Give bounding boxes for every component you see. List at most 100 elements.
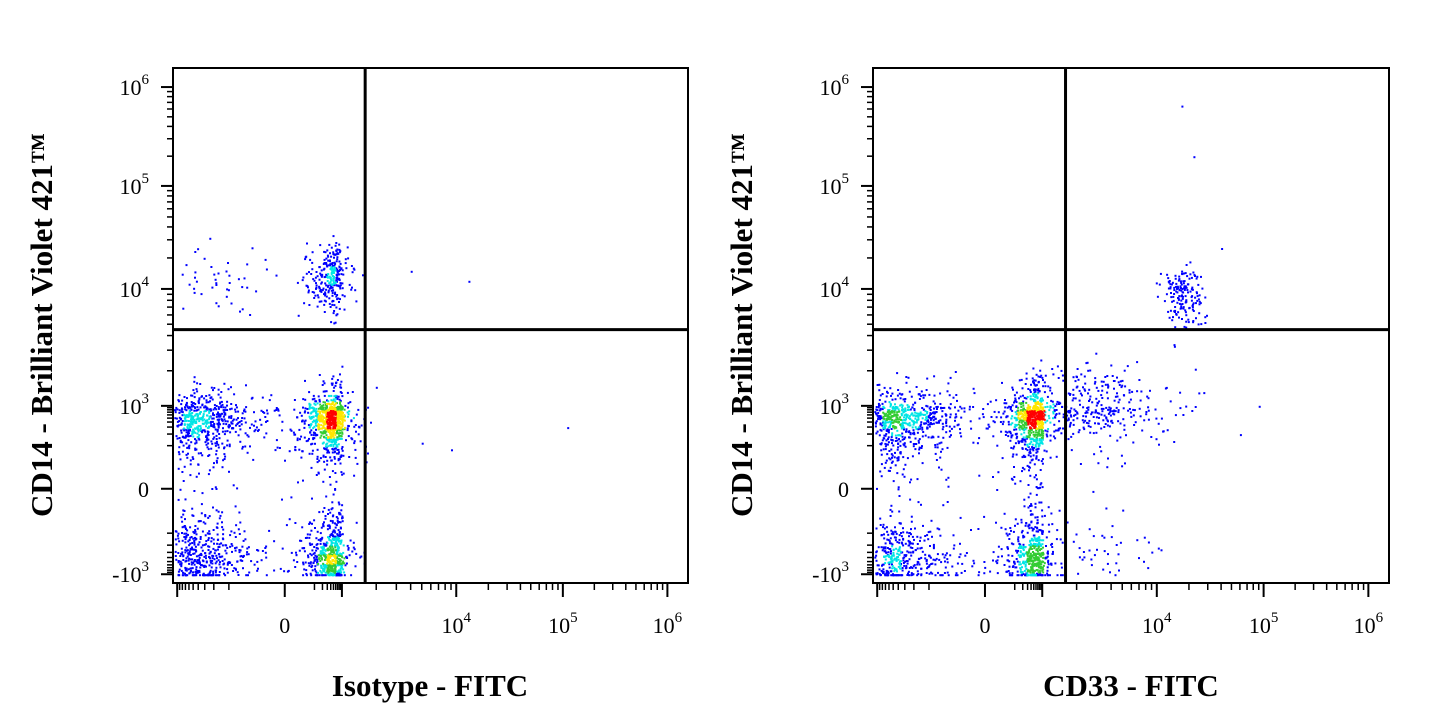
event-dot [1038,552,1041,555]
event-dot [1083,556,1086,559]
event-dot [1061,541,1064,544]
event-dot [875,406,878,408]
event-dot [963,407,966,410]
event-dot [898,510,901,513]
event-dot [889,508,892,511]
event-dot [1180,281,1183,284]
event-dot [287,569,290,572]
event-dot [328,421,331,424]
event-dot [203,555,206,558]
event-dot [325,555,328,558]
event-dot [1077,378,1080,381]
x-tick-label: 106 [653,610,683,638]
event-dot [232,484,235,487]
event-dot [268,399,271,402]
event-dot [335,382,337,385]
event-dot [335,574,338,577]
event-dot [1022,562,1025,564]
event-dot [901,404,904,407]
event-dot [1031,574,1034,577]
event-dot [924,434,927,437]
event-dot [308,521,311,524]
event-dot [265,556,268,559]
event-dot [1007,423,1010,426]
event-dot [334,428,337,431]
event-dot [1019,480,1022,483]
event-dot [1189,261,1192,264]
event-dot [307,554,309,557]
event-dot [325,284,328,287]
event-dot [274,449,277,452]
event-dot [941,422,944,425]
event-dot [891,574,894,577]
event-dot [339,401,342,404]
event-dot [1030,383,1032,386]
event-dot [1088,528,1091,531]
event-dot [182,307,185,310]
event-dot [260,423,263,426]
event-dot [317,571,320,574]
event-dot [323,394,326,397]
event-dot [920,574,923,577]
event-dot [878,404,880,407]
event-dot [245,406,248,409]
event-dot [212,555,215,558]
event-dot [880,442,883,445]
event-dot [324,517,327,520]
event-dot [186,426,189,429]
event-dot [1012,453,1015,456]
event-dot [196,413,199,416]
event-dot [910,520,913,523]
event-dot [328,287,331,290]
event-dot [192,562,195,564]
event-dot [973,562,976,565]
event-dot [338,503,341,506]
event-dot [177,451,180,454]
event-dot [896,541,899,544]
event-dot [1008,533,1011,536]
event-dot [1021,470,1023,473]
event-dot [1018,542,1021,545]
event-dot [347,435,350,438]
event-dot [924,413,927,416]
event-dot [212,570,215,573]
event-dot [322,404,325,407]
event-dot [1050,512,1053,515]
event-dot [1011,455,1014,458]
event-dot [1043,514,1046,517]
event-dot [197,435,200,438]
event-dot [1012,388,1014,391]
event-dot [1040,548,1043,550]
event-dot [947,485,950,488]
event-dot [350,420,353,423]
event-dot [1049,439,1052,442]
event-dot [328,553,331,556]
event-dot [1113,399,1116,402]
event-dot [879,428,882,431]
event-dot [900,535,903,538]
event-dot [911,432,914,435]
event-dot [327,255,330,258]
event-dot [1045,450,1048,453]
event-dot [1012,565,1015,568]
event-dot [177,570,180,573]
event-dot [204,554,207,557]
event-dot [235,524,238,527]
event-dot [311,268,314,271]
event-dot [916,431,919,434]
event-dot [1029,542,1032,545]
event-dot [1051,542,1053,545]
event-dot [315,287,317,290]
event-dot [265,268,268,271]
event-dot [934,452,937,455]
event-dot [1075,386,1078,389]
event-dot [326,569,329,572]
event-dot [208,411,211,414]
event-dot [207,549,210,551]
event-dot [1034,574,1037,577]
event-dot [1032,367,1035,370]
event-dot [188,283,191,286]
event-dot [1180,287,1182,290]
event-dot [1097,422,1100,425]
event-dot [179,458,182,461]
